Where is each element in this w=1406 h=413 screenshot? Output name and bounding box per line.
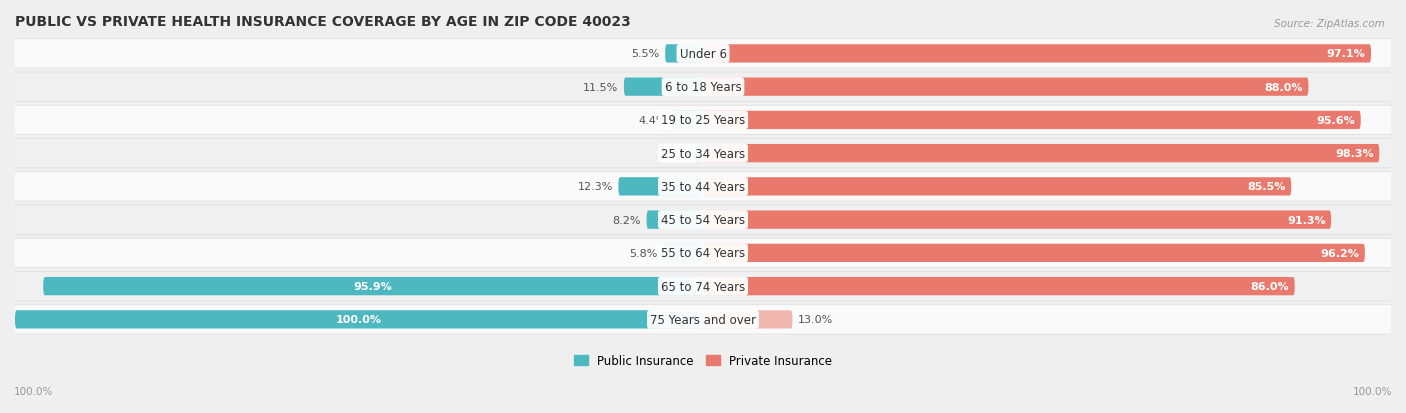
Text: 100.0%: 100.0% [1353,387,1392,396]
FancyBboxPatch shape [4,73,1402,102]
FancyBboxPatch shape [703,145,1379,163]
Text: 13.0%: 13.0% [799,315,834,325]
FancyBboxPatch shape [4,172,1402,202]
FancyBboxPatch shape [647,211,703,229]
FancyBboxPatch shape [4,272,1402,301]
Text: 96.2%: 96.2% [1320,248,1360,258]
Text: 12.3%: 12.3% [578,182,613,192]
FancyBboxPatch shape [624,78,703,97]
FancyBboxPatch shape [15,311,703,329]
Text: Under 6: Under 6 [679,48,727,61]
Text: 8.2%: 8.2% [613,215,641,225]
FancyBboxPatch shape [703,45,1371,63]
FancyBboxPatch shape [703,277,1295,296]
Text: 4.4%: 4.4% [638,116,668,126]
FancyBboxPatch shape [703,112,1361,130]
Text: 19 to 25 Years: 19 to 25 Years [661,114,745,127]
FancyBboxPatch shape [4,139,1402,169]
FancyBboxPatch shape [619,178,703,196]
FancyBboxPatch shape [703,244,1365,262]
Text: 6 to 18 Years: 6 to 18 Years [665,81,741,94]
Text: 88.0%: 88.0% [1264,83,1303,93]
Text: Source: ZipAtlas.com: Source: ZipAtlas.com [1274,19,1385,28]
Text: 100.0%: 100.0% [14,387,53,396]
Legend: Public Insurance, Private Insurance: Public Insurance, Private Insurance [574,354,832,367]
FancyBboxPatch shape [695,145,703,163]
Text: 25 to 34 Years: 25 to 34 Years [661,147,745,160]
Text: 45 to 54 Years: 45 to 54 Years [661,214,745,227]
FancyBboxPatch shape [703,211,1331,229]
FancyBboxPatch shape [703,311,793,329]
Text: 85.5%: 85.5% [1247,182,1285,192]
Text: 35 to 44 Years: 35 to 44 Years [661,180,745,193]
Text: 95.9%: 95.9% [354,281,392,292]
Text: 86.0%: 86.0% [1250,281,1289,292]
FancyBboxPatch shape [44,277,703,296]
FancyBboxPatch shape [703,78,1309,97]
Text: PUBLIC VS PRIVATE HEALTH INSURANCE COVERAGE BY AGE IN ZIP CODE 40023: PUBLIC VS PRIVATE HEALTH INSURANCE COVER… [15,15,631,29]
Text: 55 to 64 Years: 55 to 64 Years [661,247,745,260]
FancyBboxPatch shape [4,206,1402,235]
FancyBboxPatch shape [4,239,1402,268]
Text: 100.0%: 100.0% [336,315,382,325]
Text: 98.3%: 98.3% [1336,149,1374,159]
FancyBboxPatch shape [665,45,703,63]
Text: 1.3%: 1.3% [661,149,689,159]
Text: 97.1%: 97.1% [1327,49,1365,59]
FancyBboxPatch shape [672,112,703,130]
FancyBboxPatch shape [4,305,1402,334]
FancyBboxPatch shape [4,40,1402,69]
FancyBboxPatch shape [703,178,1291,196]
Text: 5.5%: 5.5% [631,49,659,59]
Text: 65 to 74 Years: 65 to 74 Years [661,280,745,293]
Text: 75 Years and over: 75 Years and over [650,313,756,326]
FancyBboxPatch shape [4,106,1402,135]
FancyBboxPatch shape [664,244,703,262]
Text: 91.3%: 91.3% [1286,215,1326,225]
Text: 95.6%: 95.6% [1316,116,1355,126]
Text: 5.8%: 5.8% [630,248,658,258]
Text: 11.5%: 11.5% [583,83,619,93]
